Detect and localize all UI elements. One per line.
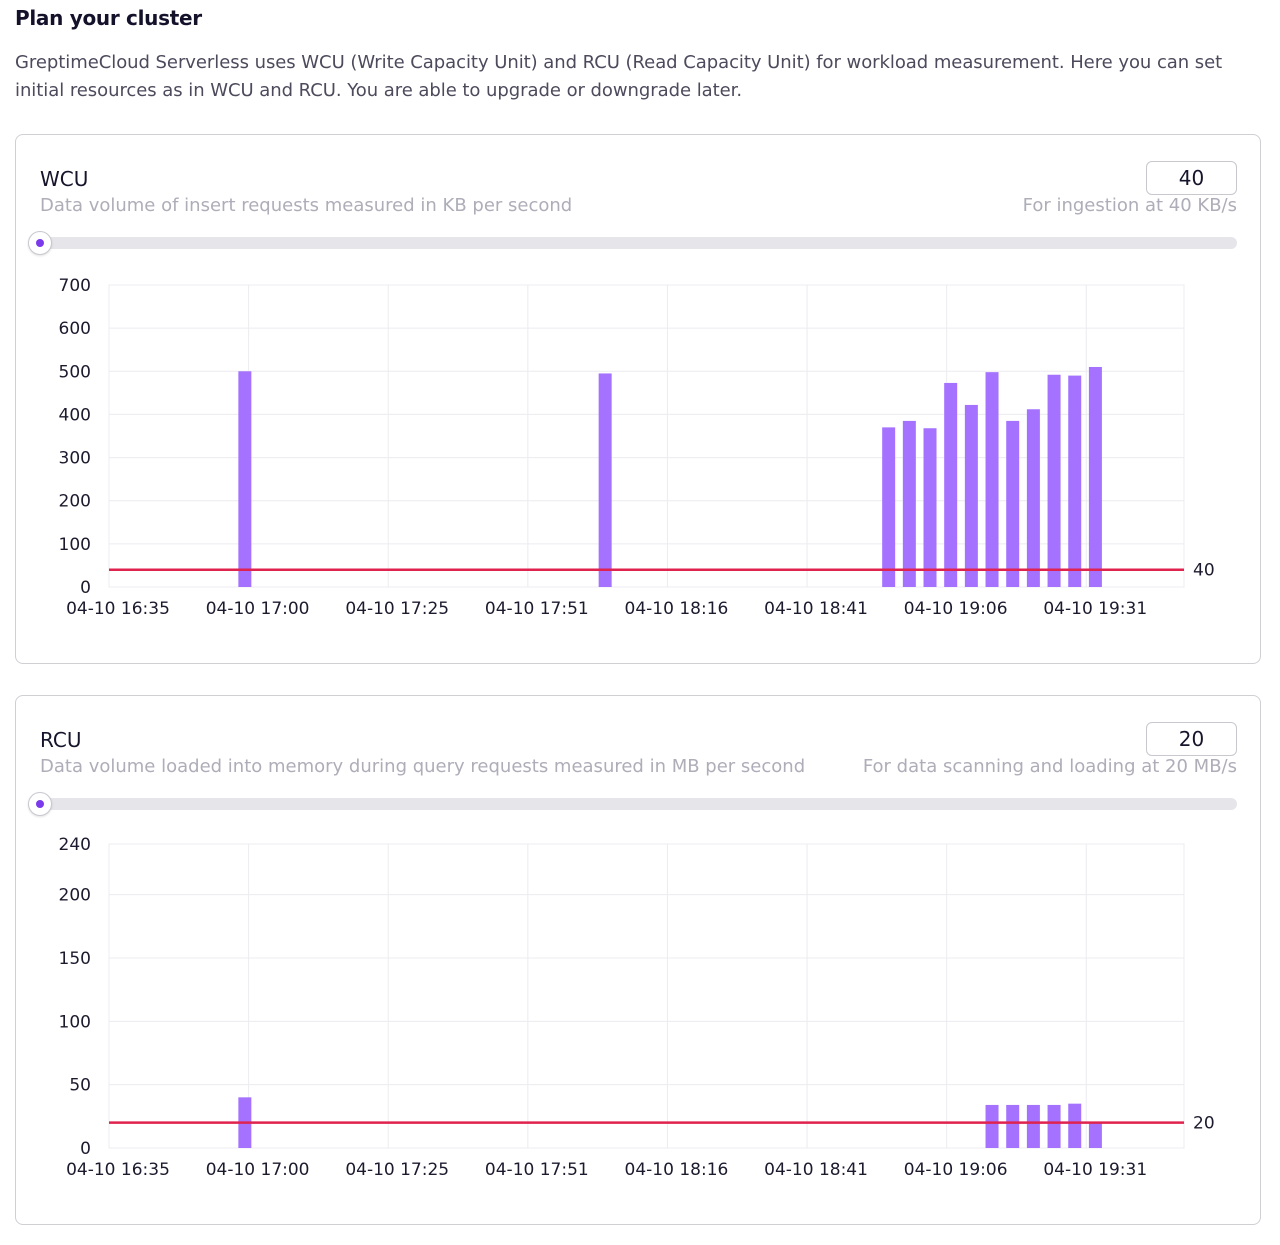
- rcu-label: RCU: [40, 728, 82, 752]
- y-tick-label: 200: [59, 492, 91, 512]
- x-tick-label: 04-10 17:00: [206, 599, 310, 619]
- rcu-input[interactable]: [1146, 722, 1237, 756]
- bar: [964, 404, 978, 587]
- y-tick-label: 700: [59, 276, 91, 296]
- bar: [923, 428, 937, 587]
- y-tick-label: 400: [59, 405, 91, 425]
- wcu-description: Data volume of insert requests measured …: [40, 195, 573, 216]
- bar: [944, 382, 958, 587]
- wcu-slider-thumb[interactable]: [28, 231, 52, 255]
- x-tick-label: 04-10 18:16: [625, 599, 729, 619]
- x-tick-label: 04-10 18:41: [764, 1160, 868, 1180]
- y-tick-label: 500: [59, 362, 91, 382]
- y-tick-label: 50: [69, 1076, 91, 1096]
- threshold-label: 20: [1193, 1114, 1215, 1134]
- plot-frame: [108, 284, 1185, 588]
- x-tick-label: 04-10 17:51: [485, 1160, 589, 1180]
- bar: [598, 373, 612, 587]
- bar: [1088, 1122, 1102, 1148]
- rcu-slider-thumb[interactable]: [28, 792, 52, 816]
- y-tick-label: 100: [59, 535, 91, 555]
- bar: [1047, 374, 1061, 587]
- bar: [1068, 375, 1082, 587]
- y-tick-label: 200: [59, 886, 91, 906]
- x-tick-label: 04-10 16:35: [66, 599, 170, 619]
- page-description: GreptimeCloud Serverless uses WCU (Write…: [15, 52, 1223, 101]
- wcu-card: WCU Data volume of insert requests measu…: [15, 134, 1261, 664]
- bar: [238, 371, 252, 587]
- wcu-hint: For ingestion at 40 KB/s: [1022, 195, 1237, 216]
- x-tick-label: 04-10 18:16: [625, 1160, 729, 1180]
- wcu-input[interactable]: [1146, 161, 1237, 195]
- x-tick-label: 04-10 19:31: [1043, 599, 1147, 619]
- threshold-label: 40: [1193, 561, 1215, 581]
- rcu-chart: 0 50 100 150 200 240 04-10 16:35 04-10 17:00 04-…: [59, 835, 1215, 1180]
- wcu-chart: 0 100 200 300 400 500 600 700 04-10 16:35 04-10 1…: [59, 276, 1215, 619]
- wcu-slider-track[interactable]: [40, 237, 1237, 249]
- x-tick-label: 04-10 17:51: [485, 599, 589, 619]
- bar: [985, 1104, 999, 1148]
- rcu-hint: For data scanning and loading at 20 MB/s: [862, 756, 1237, 777]
- rcu-card: RCU Data volume loaded into memory durin…: [15, 695, 1261, 1225]
- bar: [902, 420, 916, 587]
- wcu-label: WCU: [40, 167, 89, 191]
- bar: [1026, 409, 1040, 587]
- y-tick-label: 150: [59, 949, 91, 969]
- rcu-description: Data volume loaded into memory during qu…: [40, 756, 806, 777]
- y-tick-label: 0: [80, 578, 91, 598]
- bar: [1068, 1103, 1082, 1148]
- y-tick-label: 0: [80, 1139, 91, 1159]
- x-tick-label: 04-10 17:25: [345, 1160, 449, 1180]
- bar: [882, 427, 896, 587]
- bar: [985, 372, 999, 587]
- plot-frame: [108, 843, 1185, 1149]
- x-tick-label: 04-10 19:31: [1043, 1160, 1147, 1180]
- bar: [1047, 1104, 1061, 1148]
- x-tick-label: 04-10 19:06: [904, 599, 1008, 619]
- y-tick-label: 240: [59, 835, 91, 855]
- page-title: Plan your cluster: [15, 6, 202, 30]
- x-tick-label: 04-10 17:00: [206, 1160, 310, 1180]
- bar: [1088, 366, 1102, 587]
- bar: [1006, 420, 1020, 587]
- y-tick-label: 600: [59, 319, 91, 339]
- bar: [1026, 1104, 1040, 1148]
- y-tick-label: 100: [59, 1012, 91, 1032]
- x-tick-label: 04-10 19:06: [904, 1160, 1008, 1180]
- x-tick-label: 04-10 18:41: [764, 599, 868, 619]
- x-tick-label: 04-10 16:35: [66, 1160, 170, 1180]
- y-tick-label: 300: [59, 449, 91, 469]
- x-tick-label: 04-10 17:25: [345, 599, 449, 619]
- bar: [1006, 1104, 1020, 1148]
- rcu-slider-track[interactable]: [40, 798, 1237, 810]
